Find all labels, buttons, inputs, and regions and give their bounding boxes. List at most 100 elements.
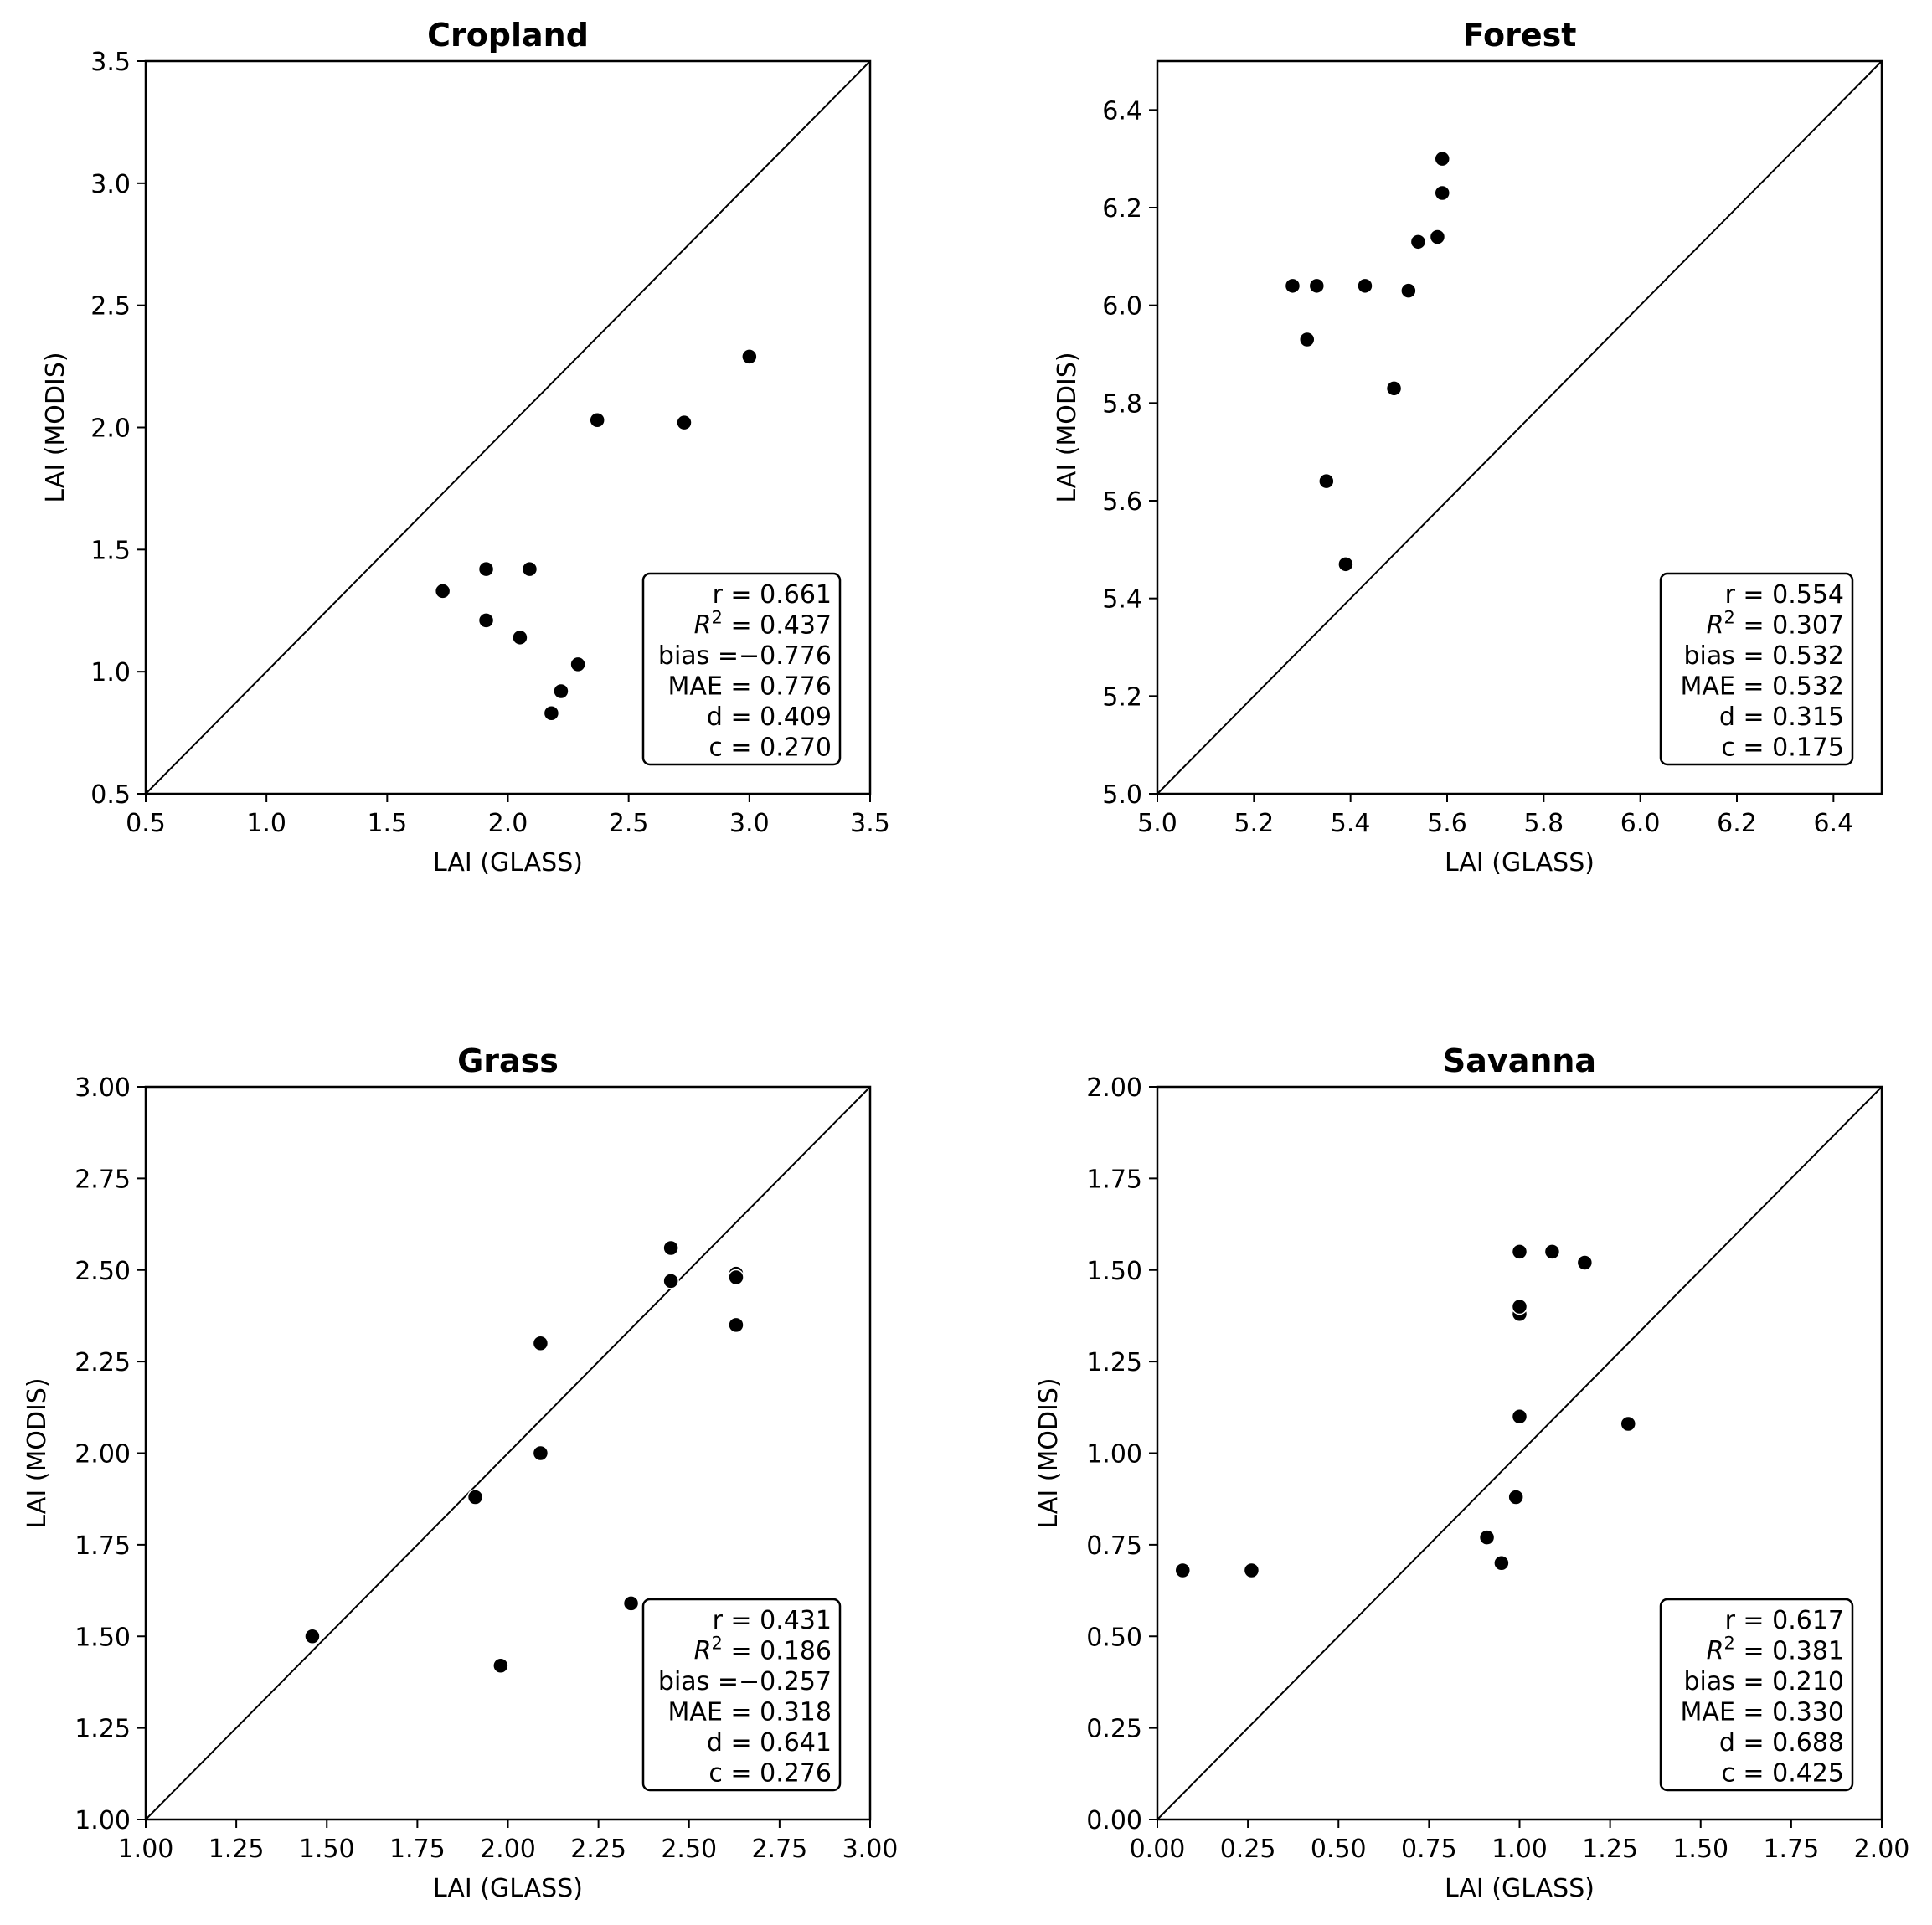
data-point (728, 1316, 744, 1334)
y-tick-label: 5.4 (1102, 585, 1142, 615)
stat-line: r = 0.661 (713, 580, 832, 610)
data-point (434, 583, 451, 600)
y-tick-label: 1.75 (1086, 1165, 1142, 1194)
data-point (1493, 1555, 1510, 1572)
x-tick-label: 1.0 (246, 809, 286, 838)
data-point (1511, 1243, 1528, 1260)
stat-line: R2 = 0.437 (694, 608, 832, 641)
y-tick-label: 3.5 (90, 48, 131, 77)
y-axis-label: LAI (MODIS) (1053, 352, 1082, 502)
x-tick-label: 5.8 (1523, 809, 1564, 838)
y-tick-label: 5.2 (1102, 682, 1142, 712)
reference-line-1to1 (145, 60, 871, 795)
stat-line: d = 0.688 (1719, 1728, 1844, 1758)
data-point (1243, 1562, 1260, 1579)
stat-line: MAE = 0.532 (1681, 672, 1844, 702)
data-point (1385, 380, 1403, 397)
reference-line-1to1 (1157, 1086, 1883, 1820)
data-point (532, 1444, 549, 1462)
y-tick-label: 6.4 (1102, 96, 1142, 126)
data-point (1478, 1529, 1496, 1546)
data-point (532, 1335, 549, 1351)
stat-line: MAE = 0.330 (1681, 1698, 1844, 1727)
stats-box (1659, 1598, 1854, 1792)
data-point (589, 412, 605, 429)
x-tick-label: 0.25 (1220, 1835, 1276, 1864)
data-point (1409, 234, 1427, 250)
data-point (1318, 472, 1335, 490)
y-tick-label: 1.25 (75, 1715, 131, 1744)
data-point (728, 1269, 744, 1286)
panel-forest: 5.0 5.2 5.4 5.6 5.8 6.0 6.2 6.4 5.0 5.2 5.4 5.6 5.8 6… (1053, 17, 1883, 878)
data-point (1507, 1489, 1524, 1506)
stat-line: r = 0.431 (713, 1606, 832, 1635)
y-tick-label: 1.0 (90, 658, 131, 687)
stat-line: bias =−0.257 (658, 1667, 832, 1696)
x-tick-label: 1.75 (1763, 1835, 1819, 1864)
x-tick-label: 5.6 (1427, 809, 1467, 838)
y-axis-label: LAI (MODIS) (41, 352, 70, 502)
y-tick-label: 2.00 (1086, 1073, 1142, 1103)
data-point (1337, 556, 1354, 573)
y-tick-label: 0.50 (1086, 1623, 1142, 1652)
data-point (521, 560, 538, 578)
stat-line: bias = 0.532 (1684, 641, 1844, 671)
stat-line: c = 0.175 (1721, 733, 1844, 763)
y-tick-label: 1.75 (75, 1531, 131, 1561)
data-point (1284, 277, 1301, 295)
y-tick-label: 2.75 (75, 1165, 131, 1194)
stat-line: d = 0.409 (707, 703, 832, 732)
data-point (1511, 1408, 1528, 1425)
x-tick-label: 1.50 (299, 1835, 355, 1864)
x-tick-label: 2.25 (570, 1835, 626, 1864)
panel-savanna: 0.00 0.25 0.50 0.75 1.00 1.25 1.50 1.75 2.00 0.00… (1034, 1042, 1909, 1903)
chart-title: Grass (457, 1042, 559, 1079)
stat-line: R2 = 0.381 (1707, 1634, 1844, 1666)
x-tick-label: 2.00 (1854, 1835, 1910, 1864)
data-point (1620, 1415, 1636, 1433)
x-tick-label: 0.5 (126, 809, 166, 838)
data-point (553, 682, 569, 700)
y-tick-label: 2.25 (75, 1348, 131, 1377)
y-tick-label: 2.50 (75, 1257, 131, 1286)
y-tick-label: 6.2 (1102, 194, 1142, 224)
y-tick-label: 3.00 (75, 1073, 131, 1103)
stat-line: r = 0.554 (1725, 580, 1844, 610)
data-point (492, 1657, 509, 1674)
data-point (662, 1273, 679, 1289)
y-tick-label: 0.00 (1086, 1806, 1142, 1835)
data-point (1299, 331, 1316, 348)
y-tick-label: 5.6 (1102, 487, 1142, 517)
panel-grass: 1.00 1.25 1.50 1.75 2.00 2.25 2.50 2.75 3.00 1.00… (23, 1042, 898, 1903)
stat-line: R2 = 0.307 (1707, 608, 1844, 641)
x-tick-label: 5.2 (1234, 809, 1274, 838)
x-tick-label: 2.75 (751, 1835, 807, 1864)
x-tick-label: 1.50 (1672, 1835, 1728, 1864)
stat-line: r = 0.617 (1725, 1606, 1844, 1635)
y-axis-label: LAI (MODIS) (1034, 1377, 1064, 1528)
stat-line: bias =−0.776 (658, 641, 832, 671)
data-point (1400, 282, 1417, 299)
stat-line: MAE = 0.318 (668, 1698, 832, 1727)
data-point (1543, 1243, 1561, 1260)
stats-box (1659, 572, 1854, 766)
x-tick-label: 2.0 (488, 809, 528, 838)
stats-box (641, 572, 842, 766)
x-tick-label: 2.50 (661, 1835, 717, 1864)
panel-cropland: 0.5 1.0 1.5 2.0 2.5 3.0 3.5 0.5 1.0 1.5 2.0 2.5 3.0 3… (41, 17, 890, 878)
stat-line: MAE = 0.776 (668, 672, 832, 702)
y-tick-label: 0.5 (90, 780, 131, 810)
x-axis-label: LAI (GLASS) (1445, 848, 1595, 878)
y-axis-label: LAI (MODIS) (23, 1377, 52, 1528)
y-tick-label: 2.0 (90, 414, 131, 444)
data-point (1357, 277, 1373, 295)
y-tick-label: 5.8 (1102, 389, 1142, 419)
chart-title: Forest (1463, 17, 1577, 54)
x-tick-label: 0.75 (1401, 1835, 1457, 1864)
data-point (477, 560, 495, 578)
x-axis-label: LAI (GLASS) (1445, 1874, 1595, 1903)
x-tick-label: 6.0 (1620, 809, 1661, 838)
stat-line: c = 0.270 (708, 733, 832, 763)
data-point (569, 656, 586, 673)
x-tick-label: 0.50 (1311, 1835, 1367, 1864)
